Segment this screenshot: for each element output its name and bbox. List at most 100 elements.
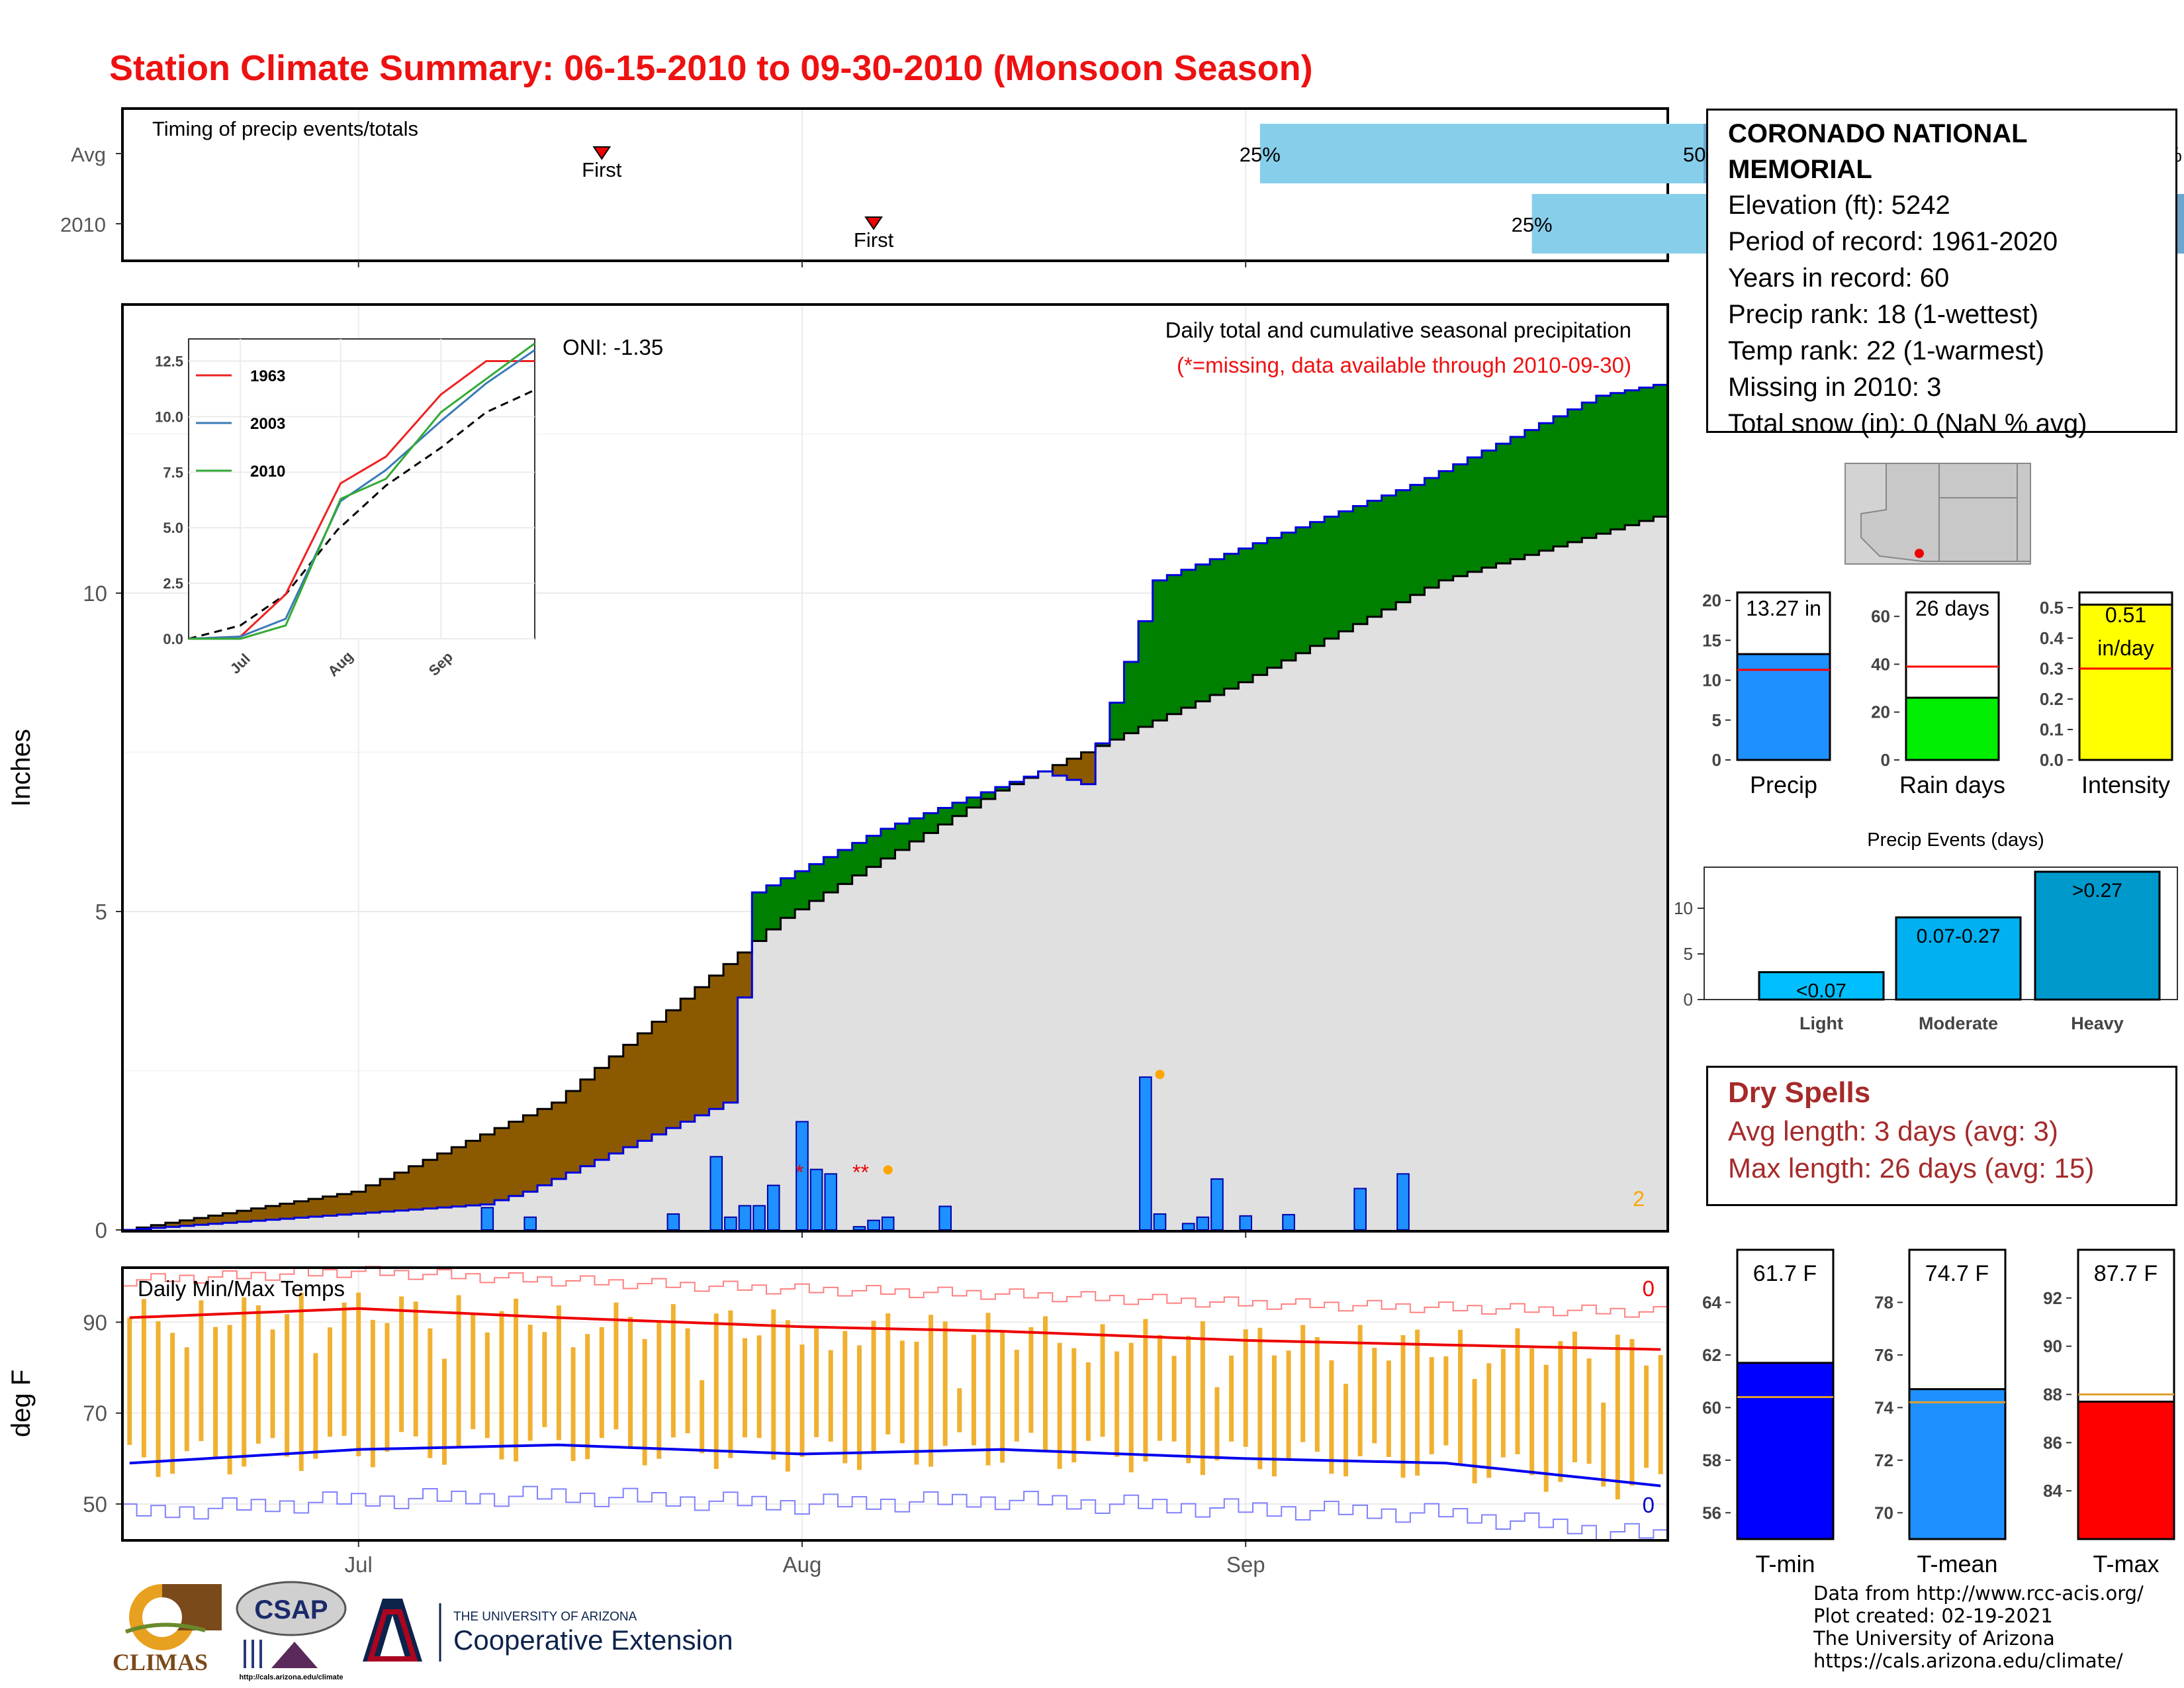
daily-temp-bar <box>929 1315 934 1467</box>
deficit-area <box>1081 752 1096 784</box>
surplus-area <box>1424 478 1439 588</box>
daily-temp-bar <box>370 1319 375 1468</box>
deficit-area <box>1052 765 1068 776</box>
daily-temp-bar <box>184 1347 189 1452</box>
deficit-area <box>236 1211 252 1222</box>
normal-cumulative-line <box>122 516 1668 1231</box>
missing-mark-1: * <box>796 1160 803 1184</box>
raindays-summary-tick-label: 0 <box>1881 750 1890 770</box>
raindays-summary-value: 26 days <box>1915 596 1989 620</box>
temp-tmean-tick-label: 72 <box>1874 1450 1893 1470</box>
deficit-area <box>723 964 739 1103</box>
dry-spells-max: Max length: 26 days (avg: 15) <box>1728 1152 2095 1184</box>
deficit-area <box>308 1199 324 1217</box>
station-info-box: CORONADO NATIONAL MEMORIAL Elevation (ft… <box>1706 109 2177 438</box>
precip-ytick-label: 5 <box>95 900 107 924</box>
daily-temp-bar <box>1043 1316 1048 1450</box>
max-count: 0 <box>1643 1276 1655 1301</box>
surplus-area <box>780 878 796 918</box>
csap-mountain <box>271 1642 318 1668</box>
intensity-summary-value: 0.51 <box>2105 603 2146 627</box>
daily-temp-bar <box>213 1327 218 1458</box>
station-precip-rank: Precip rank: 18 (1-wettest) <box>1728 300 2039 329</box>
daily-temp-bar <box>871 1321 876 1452</box>
record-marker <box>1155 1070 1165 1080</box>
observed-cumulative-line <box>122 383 1668 1231</box>
precip-summary-tick-label: 5 <box>1712 710 1721 730</box>
deficit-area <box>394 1172 410 1211</box>
temp-tmin-tick-label: 56 <box>1702 1503 1721 1523</box>
intensity-summary-tick-label: 0.2 <box>2040 689 2064 709</box>
daily-temp-bar <box>1143 1319 1148 1462</box>
events-category: Moderate <box>1919 1013 1998 1033</box>
daily-temp-bar <box>1229 1355 1234 1442</box>
daily-precip-bar <box>1282 1213 1295 1231</box>
temp-xtick-label: Sep <box>1226 1552 1265 1577</box>
inset-legend-label: 1963 <box>250 367 285 385</box>
station-snow: Total snow (in): 0 (NaN % avg) <box>1728 409 2087 438</box>
daily-precip-bar <box>1196 1216 1210 1231</box>
daily-temp-bar <box>1601 1402 1606 1487</box>
daily-temp-bar <box>942 1321 948 1446</box>
inset-ytick-label: 0.0 <box>163 631 183 647</box>
surplus-area <box>1410 485 1426 595</box>
daily-temp-bar <box>814 1328 819 1438</box>
daily-temp-bar <box>728 1310 733 1458</box>
daily-temp-bar <box>1071 1348 1077 1463</box>
daily-temp-bar <box>1429 1357 1434 1454</box>
inset-series-line <box>188 349 535 640</box>
surplus-area <box>1310 522 1325 646</box>
station-temp-rank: Temp rank: 22 (1-warmest) <box>1728 336 2044 365</box>
daily-precip-bar <box>1139 1076 1152 1231</box>
daily-temp-bar <box>670 1304 676 1438</box>
surplus-area <box>1625 390 1640 526</box>
deficit-area <box>194 1217 209 1225</box>
temp-tmax-tick-label: 90 <box>2043 1336 2062 1356</box>
surplus-area <box>1224 553 1239 689</box>
timing-row-label: Avg <box>71 143 106 166</box>
daily-temp-bar <box>1100 1324 1105 1437</box>
deficit-area <box>365 1185 381 1213</box>
daily-temp-bar <box>1286 1350 1291 1459</box>
deficit-area <box>380 1179 395 1212</box>
daily-precip-bar <box>724 1216 737 1231</box>
daily-temp-bar <box>957 1388 962 1432</box>
surplus-area <box>909 818 925 842</box>
inset-ytick-label: 2.5 <box>163 575 183 592</box>
daily-temp-bar <box>542 1332 547 1427</box>
deficit-area <box>580 1079 596 1166</box>
deficit-area <box>551 1102 567 1180</box>
surplus-area <box>1553 416 1569 547</box>
daily-temp-bar <box>199 1300 204 1442</box>
raindays-summary-tick-label: 20 <box>1871 702 1890 722</box>
normal-area <box>122 516 1668 1230</box>
events-title: Precip Events (days) <box>1867 829 2044 851</box>
right-column: 0 5 10 15 20 Precip 0 20 40 60 Rain days 0.0 0.1 0.2 0… <box>1674 590 2178 1577</box>
daily-temp-bar <box>856 1345 862 1470</box>
min-count: 0 <box>1643 1493 1655 1517</box>
daily-precip-bar <box>709 1156 723 1231</box>
surplus-area <box>1324 516 1340 639</box>
surplus-area <box>1109 702 1125 740</box>
events-tick-label: 10 <box>1674 898 1693 918</box>
temp-ytick-label: 70 <box>83 1401 107 1426</box>
raindays-summary-tick-label: 40 <box>1871 654 1890 674</box>
precip-summary-value: 13.27 in <box>1746 596 1821 620</box>
daily-temp-bar <box>599 1327 604 1438</box>
station-marker <box>1915 549 1924 558</box>
surplus-area <box>1210 559 1225 695</box>
daily-temp-bar <box>1271 1355 1277 1477</box>
timing-marker <box>864 216 883 230</box>
daily-temp-bar <box>1443 1356 1449 1446</box>
surplus-area <box>1281 532 1297 661</box>
deficit-area <box>451 1147 467 1207</box>
daily-precip-bar <box>666 1213 680 1231</box>
surplus-area <box>1138 621 1154 727</box>
climas-ring <box>142 1597 182 1637</box>
temp-tmax-tick-label: 86 <box>2043 1432 2062 1452</box>
daily-temp-bar <box>441 1358 447 1465</box>
surplus-area <box>1124 661 1139 733</box>
surplus-area <box>1396 490 1411 602</box>
daily-temp-bar <box>1572 1331 1577 1462</box>
daily-precip-bar <box>480 1207 494 1231</box>
